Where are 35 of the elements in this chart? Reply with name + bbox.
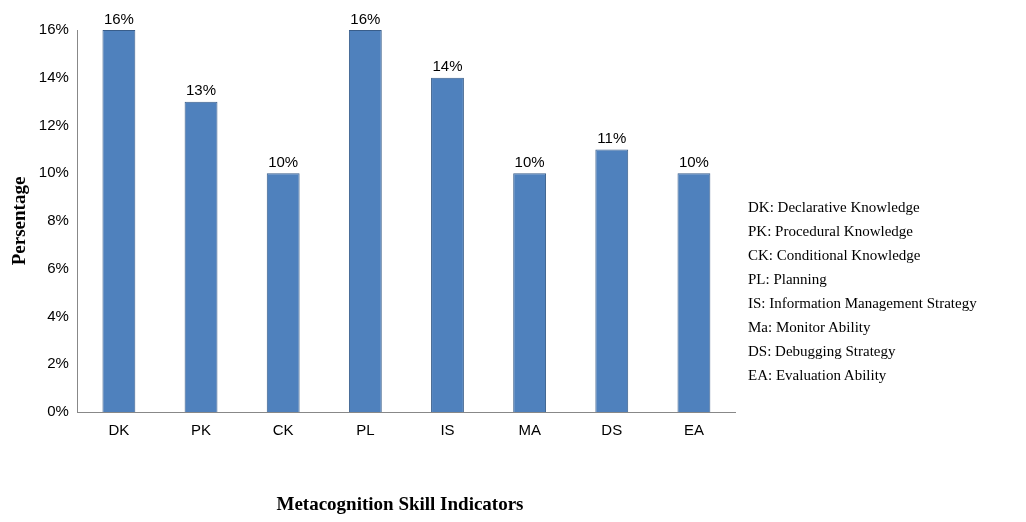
text: EA: Evaluation Ability <box>748 366 888 385</box>
y-tick-label: 2% <box>47 354 69 372</box>
text: PK: Procedural Knowledge <box>748 222 914 241</box>
x-axis-title: Metacognition Skill Indicators <box>275 493 525 515</box>
x-tick-label: MA <box>518 421 541 439</box>
y-tick-label: 14% <box>38 67 69 85</box>
text: 16% <box>103 9 134 27</box>
x-tick-label: CK <box>272 421 294 439</box>
y-tick-label: 12% <box>38 115 69 133</box>
text: DK: Declarative Knowledge <box>748 198 921 217</box>
x-tick-label: DK <box>108 421 130 439</box>
x-tick-label: IS <box>440 421 455 439</box>
y-tick-label: 10% <box>38 163 69 181</box>
x-tick-label: PK <box>191 421 212 439</box>
text: 13% <box>186 81 217 99</box>
y-tick-label: 0% <box>47 402 69 420</box>
text: 11% <box>597 129 627 147</box>
text: PL: Planning <box>748 270 828 289</box>
y-tick-label: 6% <box>47 258 69 276</box>
text: IS: Information Management Strategy <box>748 294 977 313</box>
y-tick-label: 8% <box>47 211 69 229</box>
text: CK: Conditional Knowledge <box>748 246 922 265</box>
text: 16% <box>350 9 381 27</box>
y-axis-title: Persentage <box>8 176 30 266</box>
x-tick-label: DS <box>601 421 623 439</box>
y-tick-label: 16% <box>38 20 69 38</box>
x-tick-label: EA <box>683 421 704 439</box>
text: 10% <box>678 152 709 170</box>
x-tick-label: PL <box>356 421 375 439</box>
text: 10% <box>514 152 545 170</box>
text: 14% <box>432 57 463 75</box>
text: DS: Debugging Strategy <box>748 342 897 361</box>
text: Ma: Monitor Ability <box>748 318 872 337</box>
y-tick-label: 4% <box>47 306 69 324</box>
text: 10% <box>268 152 299 170</box>
